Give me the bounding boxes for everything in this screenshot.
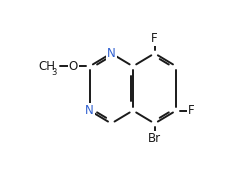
Text: N: N bbox=[85, 104, 94, 117]
Text: 3: 3 bbox=[51, 68, 57, 77]
Text: F: F bbox=[188, 104, 194, 117]
Text: O: O bbox=[69, 60, 78, 73]
Text: Br: Br bbox=[148, 132, 161, 145]
Text: F: F bbox=[151, 32, 158, 45]
Text: N: N bbox=[107, 47, 116, 60]
Text: CH: CH bbox=[39, 60, 56, 73]
